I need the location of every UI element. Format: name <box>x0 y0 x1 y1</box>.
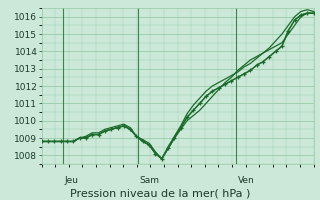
Text: Pression niveau de la mer( hPa ): Pression niveau de la mer( hPa ) <box>70 188 250 198</box>
Text: Sam: Sam <box>140 176 160 185</box>
Text: Jeu: Jeu <box>65 176 79 185</box>
Text: Ven: Ven <box>238 176 254 185</box>
